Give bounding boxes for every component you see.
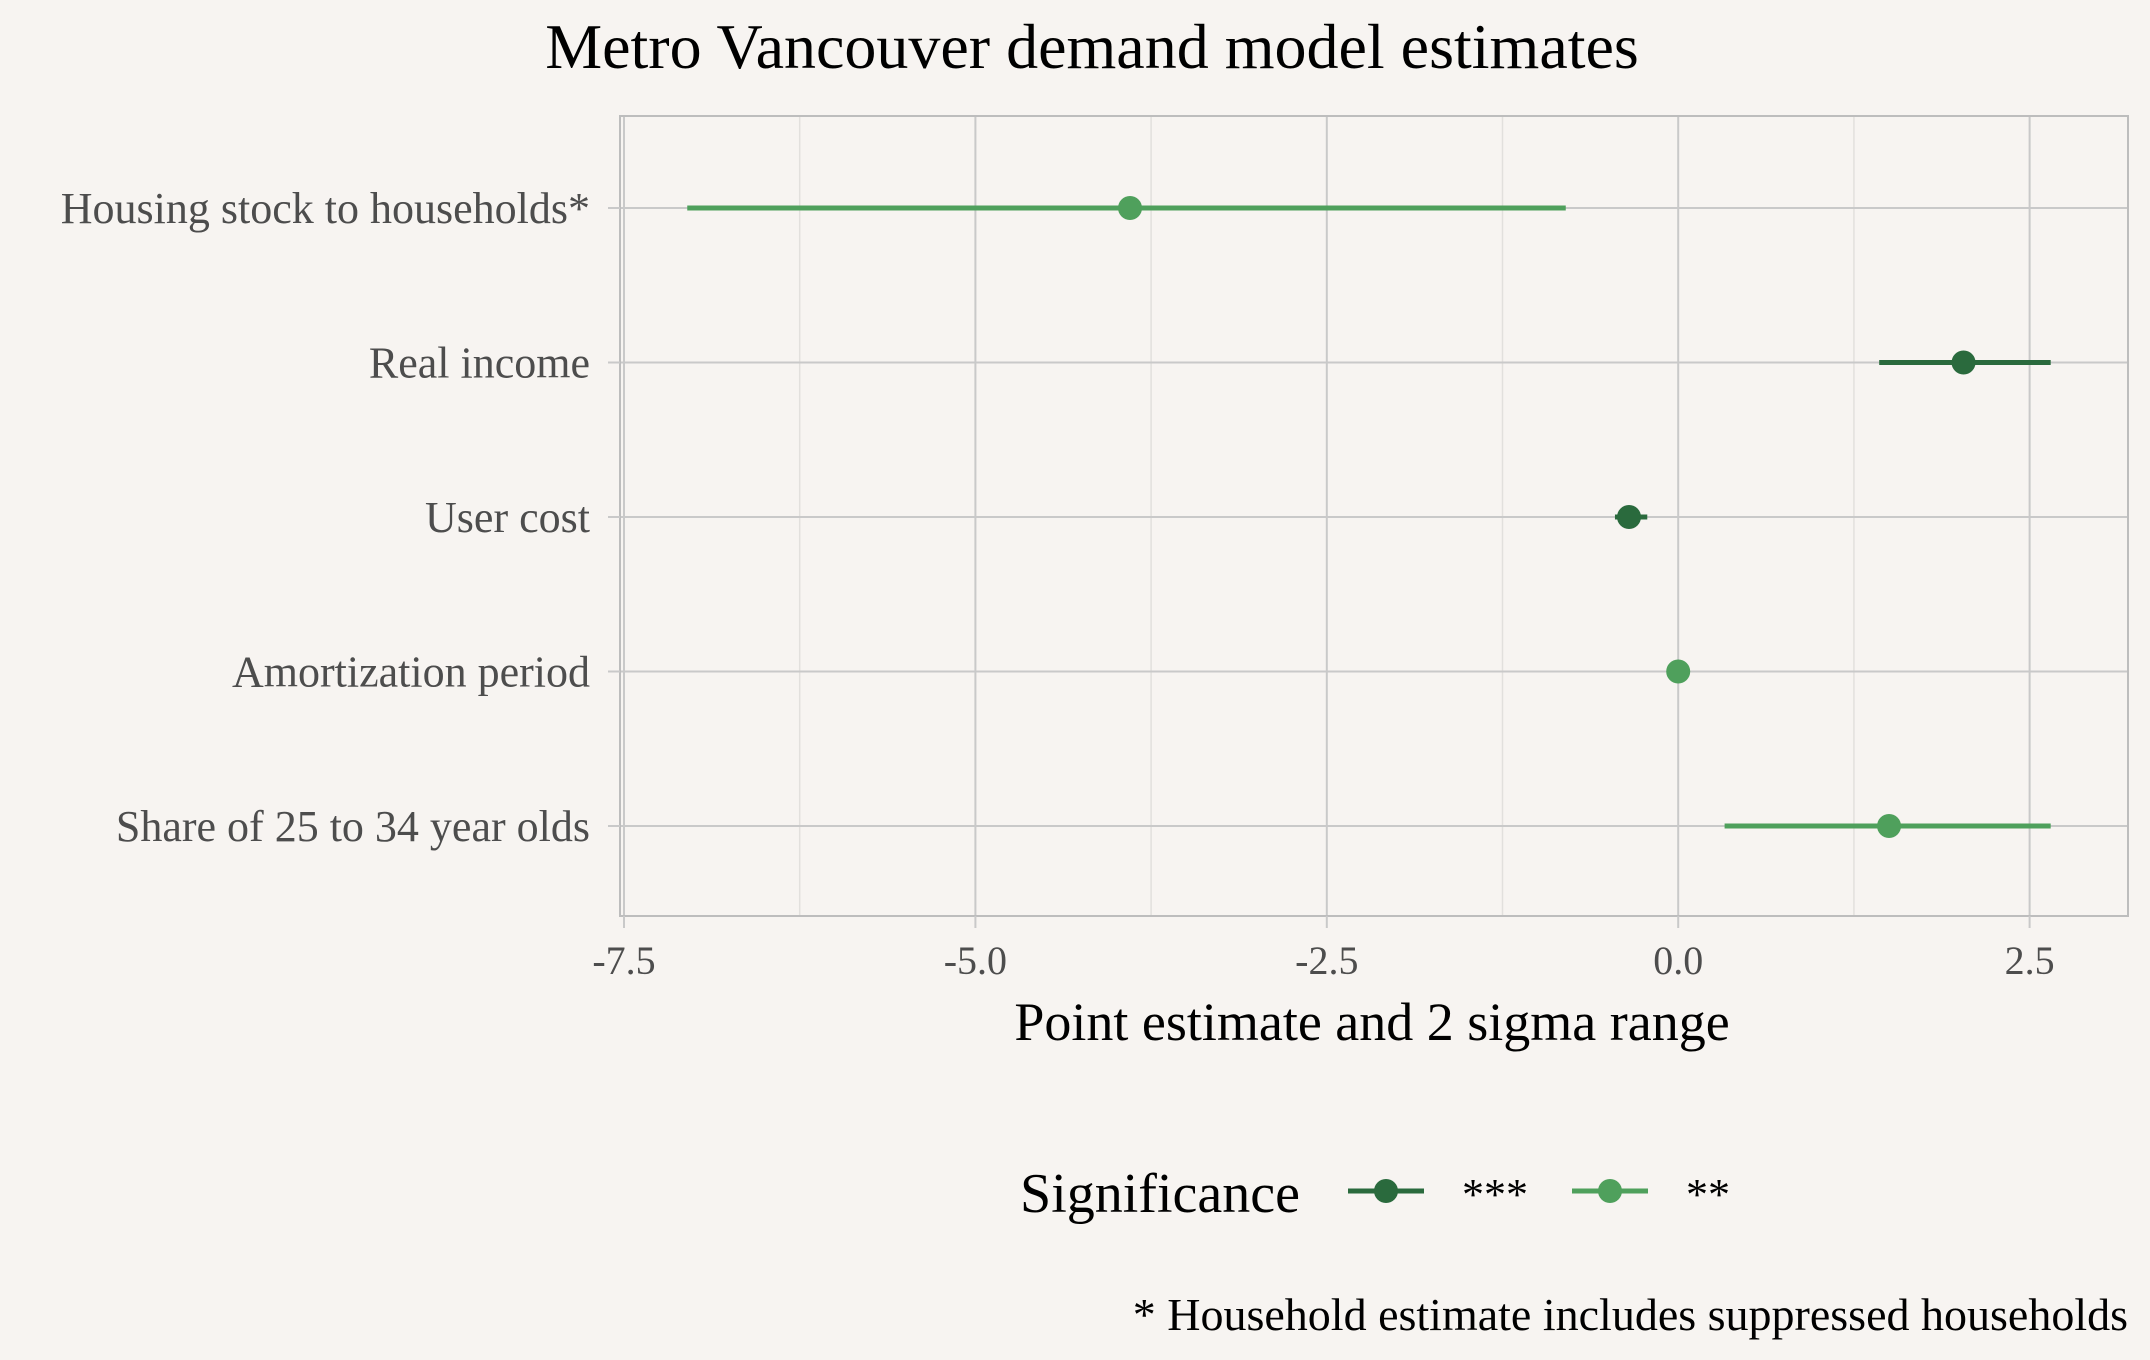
- y-tick-label: Amortization period: [232, 648, 590, 697]
- legend-label: ***: [1462, 1170, 1528, 1219]
- legend-key-point: [1598, 1179, 1622, 1203]
- estimate-point: [1951, 350, 1976, 375]
- legend-key-point: [1374, 1179, 1398, 1203]
- estimate-point: [1118, 196, 1143, 220]
- estimate-point: [1666, 659, 1691, 684]
- legend: Significance *** **: [1020, 1163, 1730, 1225]
- legend-label: **: [1686, 1170, 1730, 1219]
- x-tick-label: -7.5: [592, 938, 655, 983]
- y-tick-label: Share of 25 to 34 year olds: [116, 802, 590, 851]
- chart-title: Metro Vancouver demand model estimates: [545, 11, 1639, 82]
- x-tick-label: 0.0: [1653, 938, 1703, 983]
- x-tick-label: -2.5: [1295, 938, 1358, 983]
- legend-title: Significance: [1020, 1163, 1300, 1225]
- chart-caption: * Household estimate includes suppressed…: [1133, 1289, 2128, 1340]
- estimate-point: [1617, 505, 1642, 529]
- x-tick-label: 2.5: [2005, 938, 2055, 983]
- plot-area: Housing stock to households* Real income U…: [61, 115, 2129, 983]
- estimate-point: [1877, 814, 1902, 838]
- y-tick-label: User cost: [425, 493, 590, 542]
- x-axis-label: Point estimate and 2 sigma range: [1014, 992, 1729, 1052]
- x-tick-label: -5.0: [944, 938, 1007, 983]
- y-tick-label: Real income: [369, 339, 590, 388]
- y-tick-label: Housing stock to households*: [61, 184, 590, 233]
